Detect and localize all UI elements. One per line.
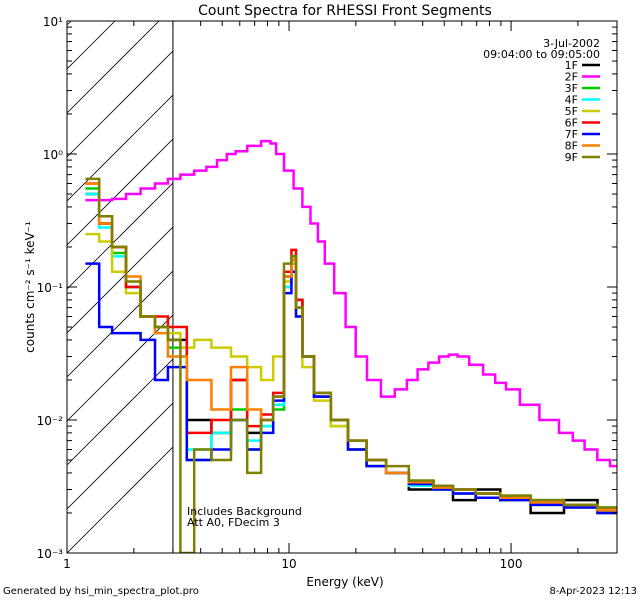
hatch-line (67, 446, 174, 553)
legend-label-2F: 2F (565, 71, 578, 84)
series-layer (85, 139, 617, 553)
hatch-line (67, 21, 116, 70)
y-tick-label: 10¹ (43, 15, 63, 29)
y-axis-label: counts cm⁻² s⁻¹ keV⁻¹ (23, 221, 37, 353)
y-tick-label: 10⁰ (43, 148, 63, 162)
legend-label-6F: 6F (565, 117, 578, 130)
hatch-line (67, 182, 174, 290)
hatch-line (67, 21, 160, 114)
plot-frame (66, 20, 618, 554)
x-tick-label: 1 (63, 557, 71, 571)
annotation-attenuator: Att A0, FDecim 3 (187, 516, 280, 529)
y-tick-label: 10⁻² (37, 414, 64, 428)
generation-date-footer: 8-Apr-2023 12:13 (550, 586, 637, 597)
legend-label-9F: 9F (565, 151, 578, 164)
legend-label-7F: 7F (565, 128, 578, 141)
legend-label-5F: 5F (565, 105, 578, 118)
legend-label-8F: 8F (565, 140, 578, 153)
y-tick-label: 10⁻¹ (37, 281, 64, 295)
legend-label-4F: 4F (565, 94, 578, 107)
x-tick-label: 100 (500, 557, 523, 571)
hatched-region (67, 21, 174, 553)
hatch-line (67, 138, 174, 246)
hatch-line (67, 402, 174, 510)
chart-title: Count Spectra for RHESSI Front Segments (198, 3, 492, 19)
y-tick-label: 10⁻³ (37, 547, 64, 561)
hatch-line (67, 358, 174, 466)
legend-label-1F: 1F (565, 59, 578, 72)
series-9F (85, 177, 617, 553)
series-2F (85, 139, 617, 468)
hatch-line (67, 314, 174, 422)
hatch-line (67, 50, 174, 158)
time-range-label: 09:04:00 to 09:05:00 (483, 48, 600, 61)
annotation-background: Includes Background (187, 505, 302, 518)
legend-label-3F: 3F (565, 82, 578, 95)
series-7F (85, 262, 617, 515)
x-axis-label: Energy (keV) (306, 575, 383, 589)
hatch-line (67, 94, 174, 202)
x-tick-label: 10 (281, 557, 296, 571)
hatch-line (67, 270, 174, 378)
generated-by-footer: Generated by hsi_min_spectra_plot.pro (3, 586, 199, 597)
date-label: 3-Jul-2002 (543, 37, 600, 50)
hatch-line (67, 226, 174, 334)
axis-ticks: 1 10 100 10⁻³ 10⁻² 10⁻¹ 10⁰ 10¹ (37, 15, 618, 571)
